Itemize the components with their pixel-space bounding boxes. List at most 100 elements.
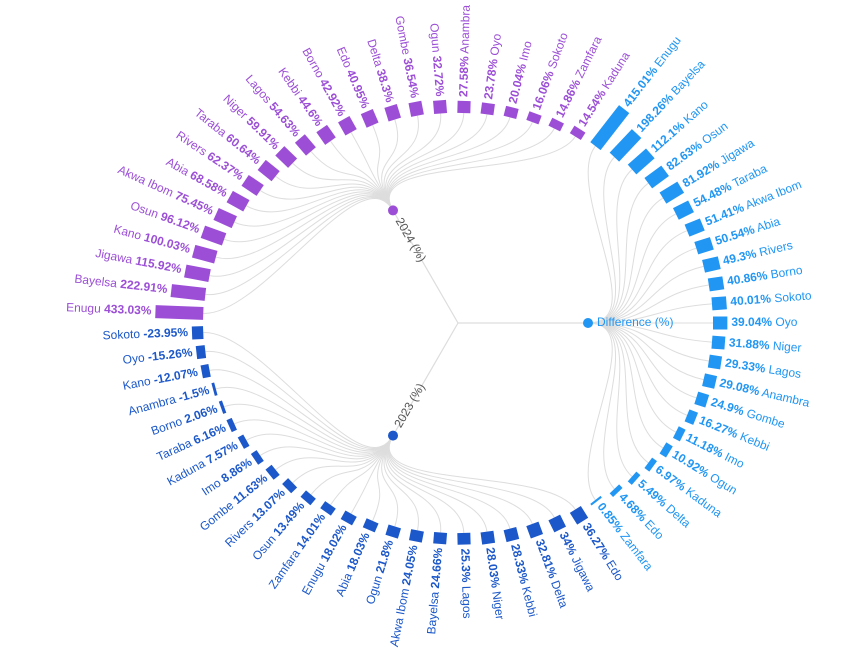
value-label: 2.06% <box>183 402 220 427</box>
trunk <box>392 210 459 324</box>
value-label: 44.6% <box>295 93 326 129</box>
link <box>215 386 394 452</box>
category-label: Jigawa <box>569 554 598 594</box>
bar <box>644 457 658 472</box>
category-label: Imo <box>517 39 536 62</box>
category-label: Niger <box>220 92 250 122</box>
value-label: 42.92% <box>316 76 348 119</box>
link <box>209 369 394 451</box>
bar <box>672 200 694 220</box>
link <box>587 197 664 324</box>
value-label: 433.03% <box>104 302 152 318</box>
link <box>587 322 613 501</box>
value-label: 34% <box>556 530 579 558</box>
category-label: Ogun <box>363 574 385 606</box>
link <box>234 191 394 227</box>
link <box>350 132 394 211</box>
category-label: Edo <box>334 45 355 70</box>
category-label: Anambra <box>127 392 178 418</box>
value-label: 28.33% <box>508 542 532 585</box>
category-label: Kaduna <box>599 49 633 92</box>
bar <box>241 174 264 196</box>
link <box>385 435 442 533</box>
link <box>205 351 394 449</box>
link <box>587 322 677 433</box>
category-label: Gombe <box>745 406 787 431</box>
category-label: Gombe <box>392 15 413 57</box>
link <box>587 265 704 324</box>
bar-label: 29.33% Lagos <box>724 356 802 381</box>
bar <box>195 345 207 360</box>
category-label: Taraba <box>730 161 769 190</box>
link <box>388 435 533 525</box>
bar <box>340 510 357 526</box>
value-label: 24.9% <box>709 395 746 419</box>
category-label: Kano <box>112 222 143 243</box>
bar-label: Bayelsa 222.91% <box>74 272 169 296</box>
link <box>310 151 394 211</box>
value-label: 23.78% <box>481 58 501 101</box>
link <box>350 435 394 514</box>
bar <box>265 464 280 480</box>
bar <box>548 117 565 132</box>
bar <box>226 417 237 433</box>
category-label: Gombe <box>197 498 237 534</box>
value-label: 31.88% <box>728 336 770 353</box>
link <box>381 435 399 527</box>
category-label: Zamfara <box>617 529 656 573</box>
category-label: Enugu <box>299 560 328 597</box>
link <box>587 322 688 416</box>
bar <box>184 264 211 282</box>
category-label: Sokoto <box>774 289 813 306</box>
value-label: 50.54% <box>713 222 756 248</box>
category-label: Anambra <box>458 4 473 53</box>
bar <box>590 105 630 151</box>
link <box>388 128 555 211</box>
category-label: Oyo <box>775 315 797 329</box>
value-label: -15.26% <box>147 345 193 364</box>
category-label: Kebbi <box>519 585 540 618</box>
value-label: 40.86% <box>726 268 769 288</box>
category-label: Osun <box>129 199 161 222</box>
bar <box>659 442 673 458</box>
category-label: Niger <box>489 590 507 620</box>
value-label: 18.03% <box>344 530 373 573</box>
value-label: 14.86% <box>553 77 584 120</box>
bar <box>503 527 520 543</box>
bar <box>480 530 496 545</box>
group-node <box>583 318 593 328</box>
value-label: -23.95% <box>143 325 189 341</box>
category-label: Ogun <box>427 23 443 53</box>
link <box>587 247 697 324</box>
link <box>246 189 394 213</box>
link <box>330 435 394 506</box>
group-label: Difference (%) <box>597 315 673 329</box>
link <box>587 322 664 449</box>
category-label: Kebbi <box>738 430 772 454</box>
value-label: 29.33% <box>724 356 767 376</box>
link <box>587 156 616 324</box>
link <box>386 435 465 533</box>
bar-label: 31.88% Niger <box>728 336 802 355</box>
bar <box>385 524 402 539</box>
bar <box>362 518 379 533</box>
value-label: 24.66% <box>428 547 445 589</box>
link <box>587 322 616 490</box>
category-label: Lagos <box>768 362 802 381</box>
category-label: Sokoto <box>102 327 140 342</box>
category-label: Edo <box>603 558 626 584</box>
link <box>234 419 394 455</box>
value-label: 27.58% <box>456 56 471 97</box>
bar <box>218 400 227 414</box>
category-label: Imo <box>722 450 746 472</box>
category-label: Abia <box>755 214 782 235</box>
bar <box>548 514 567 533</box>
value-label: 96.12% <box>159 209 202 236</box>
link <box>386 435 488 532</box>
link <box>587 182 649 324</box>
link <box>259 186 394 211</box>
category-label: Jigawa <box>718 136 757 168</box>
bar <box>170 284 207 301</box>
bar <box>659 181 685 204</box>
category-label: Delta <box>548 579 571 610</box>
